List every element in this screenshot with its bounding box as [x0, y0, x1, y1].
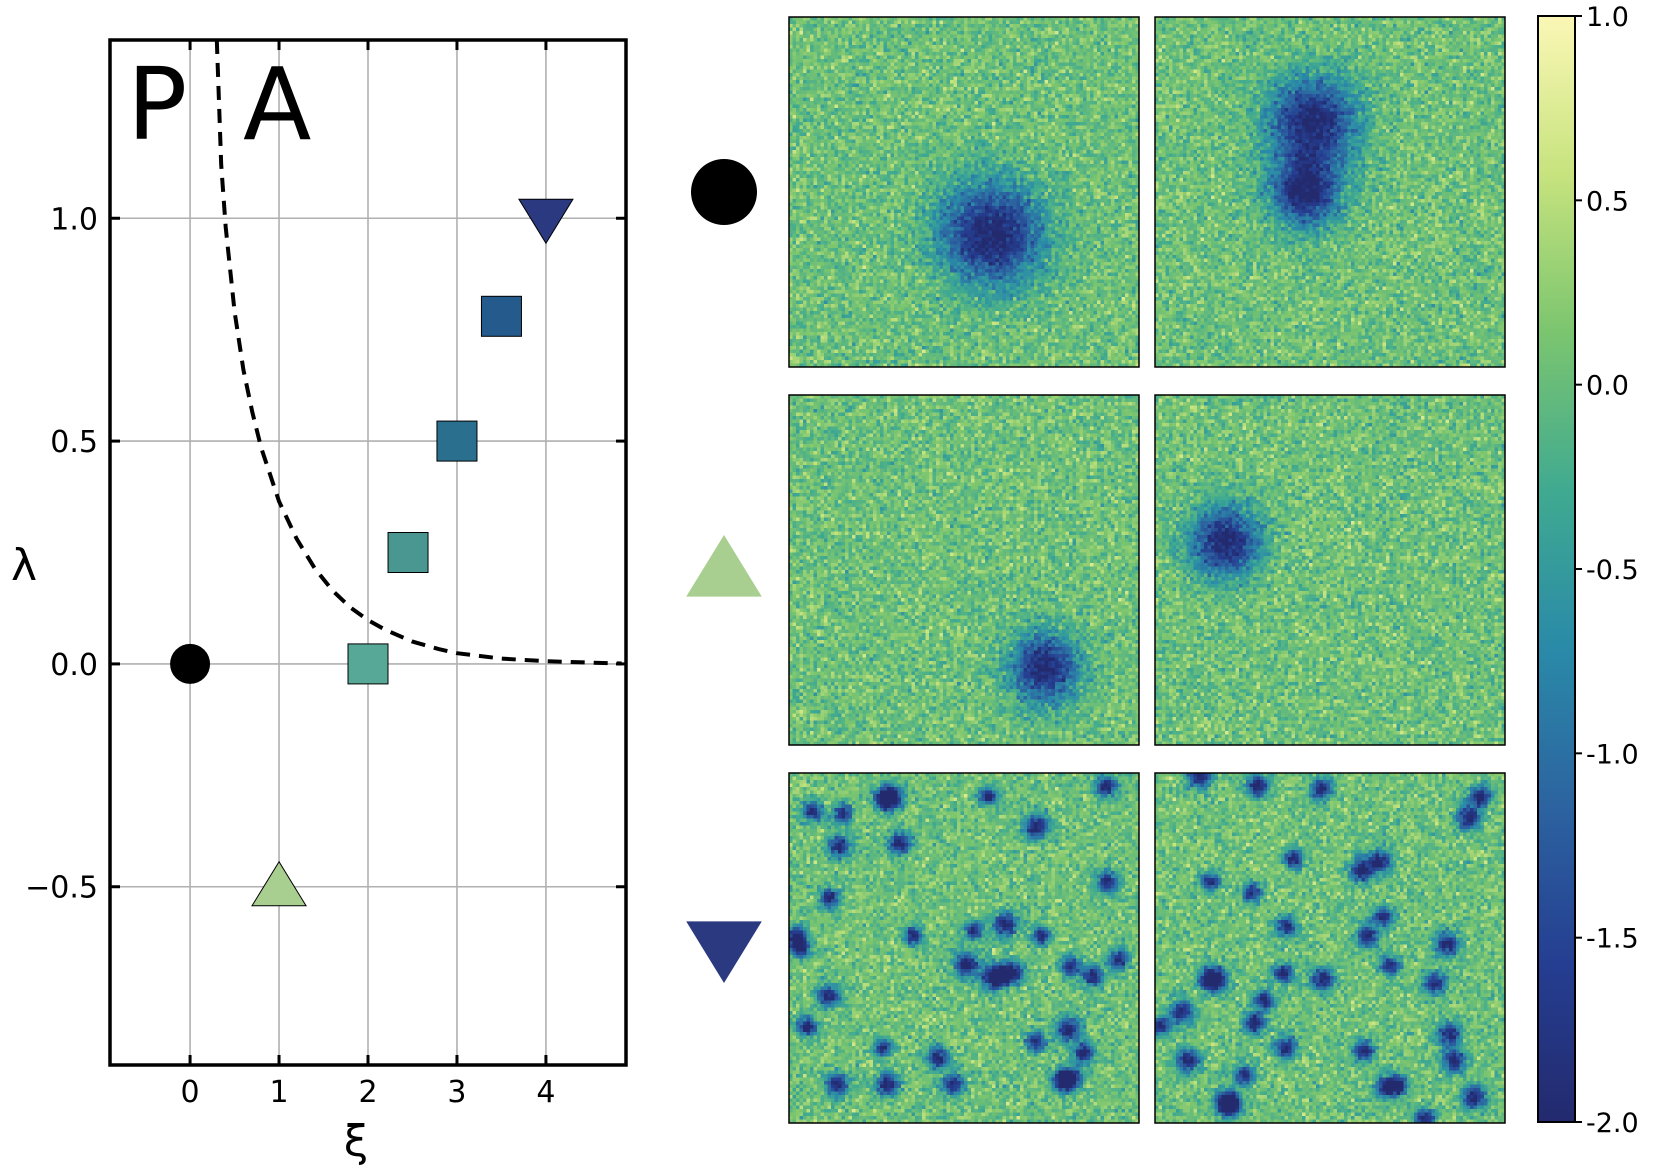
grid-lines — [110, 40, 626, 1065]
heatmap-panel-frame — [1154, 772, 1506, 1124]
phase-boundary-curve — [214, 39, 622, 666]
scatter-point-square — [480, 295, 522, 337]
heatmap-panel-frame — [1154, 16, 1506, 368]
heatmap-panel-frame — [788, 394, 1140, 746]
scatter-point-square — [387, 532, 429, 573]
region-label-a: A — [243, 46, 311, 163]
heatmap-panel-frame — [1154, 394, 1506, 746]
y-tick-label: −0.5 — [25, 871, 98, 906]
colorbar-tick-label: -1.5 — [1586, 924, 1639, 955]
x-tick-label: 0 — [181, 1075, 200, 1110]
region-label-p: P — [127, 46, 187, 163]
row-marker-triangle-down — [686, 921, 762, 983]
heatmap-panel — [789, 773, 1139, 1123]
x-tick-label: 4 — [536, 1075, 555, 1110]
colorbar-tick-label: 1.0 — [1586, 2, 1629, 33]
heatmap-panel — [789, 17, 1139, 367]
phase-diagram: 0 1 2 3 4 −0.5 0.0 0.5 1.0 P A ξ λ — [11, 38, 628, 1167]
x-axis-label: ξ — [344, 1116, 369, 1167]
scatter-point-triangle-up — [251, 860, 307, 907]
colorbar-tick-label: -1.0 — [1586, 739, 1639, 770]
heatmap-panel — [1155, 395, 1505, 745]
x-tick-label: 1 — [269, 1075, 288, 1110]
axis-ticks: 0 1 2 3 4 −0.5 0.0 0.5 1.0 — [25, 40, 626, 1110]
y-tick-label: 0.5 — [50, 425, 98, 460]
scatter-points — [170, 198, 574, 907]
y-tick-label: 0.0 — [50, 648, 98, 683]
row-marker-triangle-up — [686, 535, 762, 597]
colorbar-tick-label: -0.5 — [1586, 555, 1639, 586]
colorbar-tick-label: -2.0 — [1586, 1108, 1639, 1139]
heatmap-panel — [1155, 17, 1505, 367]
heatmap-panel — [789, 395, 1139, 745]
row-marker-circle — [691, 159, 757, 225]
heatmap-panel — [1155, 773, 1505, 1123]
scatter-point-square — [436, 420, 478, 462]
x-tick-label: 3 — [447, 1075, 466, 1110]
colorbar-ticks: 1.0 0.5 0.0 -0.5 -1.0 -1.5 -2.0 — [1575, 2, 1639, 1139]
y-axis-label: λ — [11, 540, 37, 591]
heatmap-panel-frame — [788, 16, 1140, 368]
row-markers — [686, 159, 762, 983]
scatter-point-triangle-down — [518, 198, 574, 245]
colorbar-tick-label: 0.0 — [1586, 371, 1629, 402]
y-tick-label: 1.0 — [50, 202, 98, 237]
heatmap-panels — [788, 16, 1506, 1124]
scatter-point-circle — [170, 643, 211, 684]
scatter-point-square — [347, 643, 389, 685]
heatmap-panel-frame — [788, 772, 1140, 1124]
colorbar-tick-label: 0.5 — [1586, 186, 1629, 217]
colorbar-bar — [1537, 15, 1576, 1123]
x-tick-label: 2 — [358, 1075, 377, 1110]
colorbar: 1.0 0.5 0.0 -0.5 -1.0 -1.5 -2.0 — [1537, 2, 1639, 1139]
